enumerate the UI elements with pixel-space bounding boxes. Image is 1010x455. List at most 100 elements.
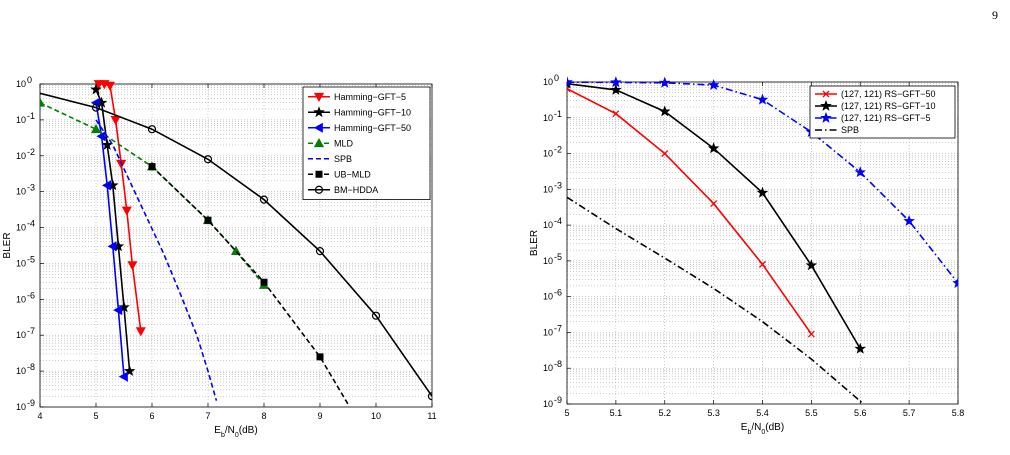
data-point [756, 186, 769, 198]
y-tick-exponent: -7 [554, 323, 562, 333]
legend-label: SPB [334, 154, 352, 164]
page-number: 9 [992, 8, 998, 22]
data-point [567, 76, 573, 88]
series-6 [40, 92, 432, 401]
data-point [707, 142, 720, 154]
data-point [203, 155, 213, 164]
legend: Hamming−GFT−5 Hamming−GFT−10 Hamming−GFT−5… [302, 86, 431, 200]
series-line [567, 87, 813, 335]
y-tick-label: 10 [543, 256, 553, 266]
legend-label: (127, 121) RS−GFT−5 [841, 113, 931, 123]
legend-marker [315, 170, 323, 178]
data-point [371, 311, 381, 320]
series-0 [93, 80, 146, 337]
data-point [710, 200, 718, 208]
data-point [903, 214, 915, 226]
data-point [661, 150, 669, 158]
x-tick-label: 5.3 [707, 408, 720, 418]
series-2 [90, 97, 128, 382]
legend-marker [313, 138, 325, 148]
y-tick-exponent: -3 [27, 183, 35, 193]
y-tick-label: 10 [543, 77, 553, 87]
data-point [90, 83, 102, 95]
legend-label: SPB [841, 125, 859, 135]
y-tick-label: 10 [543, 113, 553, 123]
data-point [259, 195, 269, 204]
data-point [110, 116, 121, 126]
x-tick-label: 5 [564, 408, 569, 418]
legend-label: (127, 121) RS−GFT−50 [841, 89, 936, 99]
legend-box [302, 86, 431, 200]
y-tick-exponent: -1 [554, 109, 562, 119]
data-point [427, 392, 432, 401]
y-tick-exponent: -4 [554, 216, 562, 226]
y-tick-label: 10 [543, 363, 553, 373]
y-tick-label: 10 [543, 292, 553, 302]
data-point [315, 247, 325, 256]
data-point [123, 365, 136, 377]
x-tick-label: 9 [317, 411, 322, 421]
y-tick-label: 10 [16, 366, 26, 376]
y-tick-label: 10 [543, 184, 553, 194]
y-tick-label: 10 [16, 115, 26, 125]
y-tick-exponent: 0 [554, 73, 559, 83]
y-tick-label: 10 [16, 402, 26, 412]
y-tick-label: 10 [543, 149, 553, 159]
axes-frame [39, 83, 433, 408]
y-tick-exponent: -8 [554, 359, 562, 369]
data-point [658, 76, 671, 88]
x-tick-label: 5.5 [805, 408, 818, 418]
x-tick-label: 5.8 [952, 408, 965, 418]
y-tick-label: 10 [16, 294, 26, 304]
grid [40, 84, 432, 407]
legend-label: Hamming−GFT−10 [334, 107, 411, 117]
legend-label: Hamming−GFT−50 [334, 123, 411, 133]
legend-label: MLD [334, 138, 354, 148]
y-tick-label: 10 [543, 399, 553, 409]
series-line [40, 92, 432, 397]
legend-marker [314, 185, 324, 194]
data-point [854, 342, 867, 354]
legend-label: BM−HDDA [334, 185, 378, 195]
y-tick-exponent: -8 [27, 362, 35, 372]
x-tick-label: 5.4 [756, 408, 769, 418]
data-point [127, 261, 138, 271]
y-tick-label: 10 [16, 151, 26, 161]
x-tick-label: 5.6 [854, 408, 867, 418]
series-line [567, 81, 958, 284]
x-tick-label: 5.2 [658, 408, 671, 418]
y-tick-exponent: -2 [554, 145, 562, 155]
y-tick-exponent: -1 [27, 111, 35, 121]
legend-marker [313, 92, 325, 102]
chart-rs: 5 5.1 5.2 5.3 5.4 5.5 5.6 5.7 5.810-910-810 -710-… [529, 73, 964, 436]
data-point [805, 259, 818, 271]
data-point [952, 276, 958, 288]
x-tick-label: 5 [93, 411, 98, 421]
data-point [90, 123, 102, 134]
data-point [135, 327, 146, 337]
x-tick-label: 6 [149, 411, 154, 421]
data-point [612, 110, 620, 118]
data-point [260, 278, 268, 286]
legend-label: UB−MLD [334, 169, 371, 179]
legend-label: Hamming−GFT−5 [334, 92, 406, 102]
legend-marker [822, 90, 830, 98]
y-tick-label: 10 [543, 327, 553, 337]
data-point [610, 83, 622, 95]
legend-marker [820, 111, 832, 123]
y-tick-exponent: -9 [27, 398, 35, 408]
series-0 [567, 85, 815, 338]
series-5 [148, 163, 349, 405]
data-point [148, 163, 156, 171]
y-tick-label: 10 [16, 330, 26, 340]
y-axis-label: BLER [2, 232, 13, 258]
series-line [40, 102, 265, 286]
x-tick-label: 4 [37, 411, 42, 421]
series-1 [90, 83, 136, 377]
data-point [759, 260, 766, 268]
y-tick-exponent: -2 [27, 147, 35, 157]
x-axis-label: Eb/N0(dB) [741, 422, 784, 436]
y-tick-label: 10 [16, 187, 26, 197]
legend-marker [820, 99, 832, 111]
data-point [96, 131, 106, 142]
